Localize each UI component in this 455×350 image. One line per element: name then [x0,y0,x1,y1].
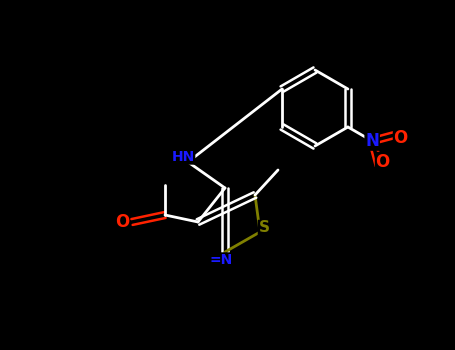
Text: S: S [258,220,269,236]
Text: =N: =N [209,253,233,267]
Text: O: O [115,213,129,231]
Text: O: O [394,130,408,147]
Text: O: O [376,153,390,170]
Text: N: N [365,132,379,150]
Text: HN: HN [172,150,195,164]
